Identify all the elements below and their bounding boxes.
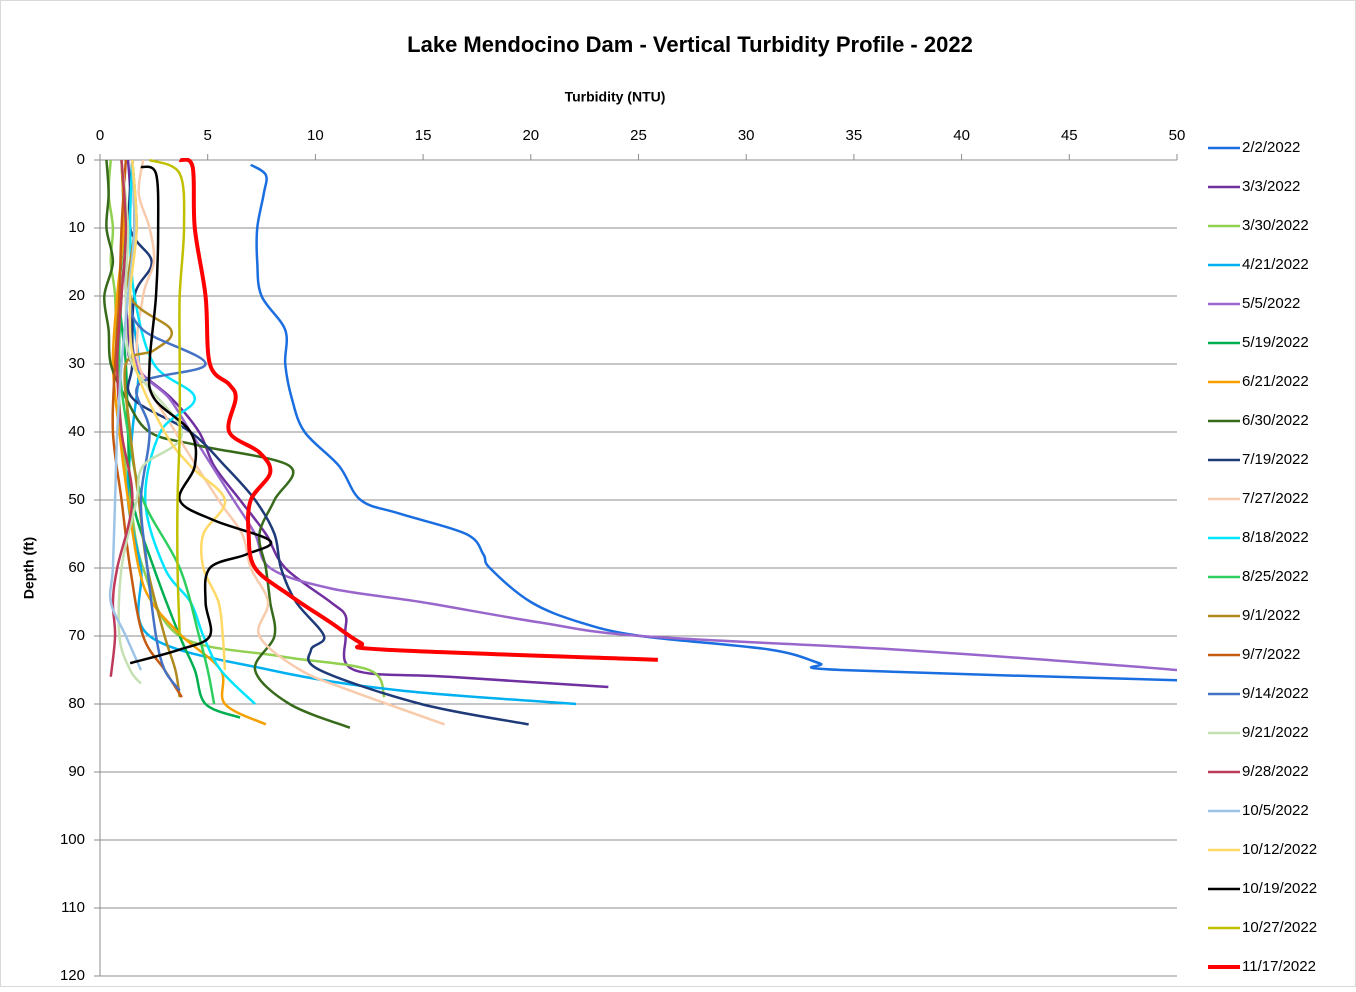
y-tick-label: 0 (77, 151, 85, 168)
legend-label: 9/28/2022 (1242, 763, 1309, 780)
y-tick-label: 90 (68, 763, 85, 780)
y-tick-label: 110 (61, 899, 85, 916)
y-tick-label: 120 (60, 967, 85, 984)
y-tick-label: 10 (68, 219, 85, 236)
x-tick-label: 25 (630, 127, 647, 144)
series-line (117, 159, 184, 685)
series-line (109, 159, 134, 677)
series-line (108, 159, 143, 671)
x-tick-label: 15 (415, 127, 432, 144)
legend-label: 11/17/2022 (1242, 958, 1316, 975)
lines (102, 158, 1177, 729)
y-tick-label: 30 (68, 355, 85, 372)
legend-label: 3/30/2022 (1242, 217, 1309, 234)
legend-label: 7/27/2022 (1242, 490, 1309, 507)
legend-label: 6/21/2022 (1242, 373, 1309, 390)
series-line (250, 163, 1177, 682)
series-line (128, 159, 256, 705)
y-tick-label: 40 (68, 423, 85, 440)
series-line (149, 158, 186, 637)
chart-title: Lake Mendocino Dam - Vertical Turbidity … (407, 32, 973, 57)
y-tick-label: 100 (60, 831, 85, 848)
series-line (135, 159, 446, 726)
legend-label: 2/2/2022 (1242, 139, 1300, 156)
legend-label: 10/27/2022 (1242, 919, 1317, 936)
legend-label: 10/19/2022 (1242, 880, 1317, 897)
legend-label: 3/3/2022 (1242, 178, 1300, 195)
x-tick-label: 5 (204, 127, 212, 144)
series-line (102, 159, 351, 729)
legend-label: 6/30/2022 (1242, 412, 1309, 429)
x-tick-label: 50 (1169, 127, 1186, 144)
series-line (128, 159, 1177, 672)
x-tick-label: 20 (522, 127, 539, 144)
x-tick-label: 0 (96, 127, 104, 144)
x-tick-label: 10 (307, 127, 324, 144)
legend-label: 10/5/2022 (1242, 802, 1309, 819)
grid: 0 10 20 30 40 50 60 70 80 90 100 110 120 0 5 10 15 20 25 30… (60, 127, 1185, 984)
series-line (178, 158, 658, 662)
y-tick-label: 60 (68, 559, 85, 576)
legend-label: 9/21/2022 (1242, 724, 1309, 741)
x-axis-label: Turbidity (NTU) (565, 89, 666, 105)
legend-label: 10/12/2022 (1242, 841, 1317, 858)
legend-label: 5/19/2022 (1242, 334, 1309, 351)
legend: 2/2/2022 3/3/2022 3/30/2022 4/21/2022 5/5/20… (1208, 139, 1317, 975)
x-tick-label: 40 (953, 127, 970, 144)
legend-label: 9/1/2022 (1242, 607, 1300, 624)
y-axis-label: Depth (ft) (21, 537, 37, 599)
y-tick-label: 70 (68, 627, 85, 644)
legend-label: 8/18/2022 (1242, 529, 1309, 546)
series-line (128, 159, 227, 671)
legend-label: 7/19/2022 (1242, 451, 1309, 468)
legend-label: 4/21/2022 (1242, 256, 1309, 273)
series-line (129, 165, 273, 665)
y-tick-label: 50 (68, 491, 85, 508)
y-tick-label: 80 (68, 695, 85, 712)
x-tick-label: 30 (738, 127, 755, 144)
legend-label: 9/14/2022 (1242, 685, 1309, 702)
legend-label: 5/5/2022 (1242, 295, 1300, 312)
series-line (126, 159, 529, 726)
legend-label: 8/25/2022 (1242, 568, 1309, 585)
y-tick-label: 20 (68, 287, 85, 304)
x-tick-label: 45 (1061, 127, 1078, 144)
x-tick-label: 35 (846, 127, 863, 144)
legend-label: 9/7/2022 (1242, 646, 1300, 663)
